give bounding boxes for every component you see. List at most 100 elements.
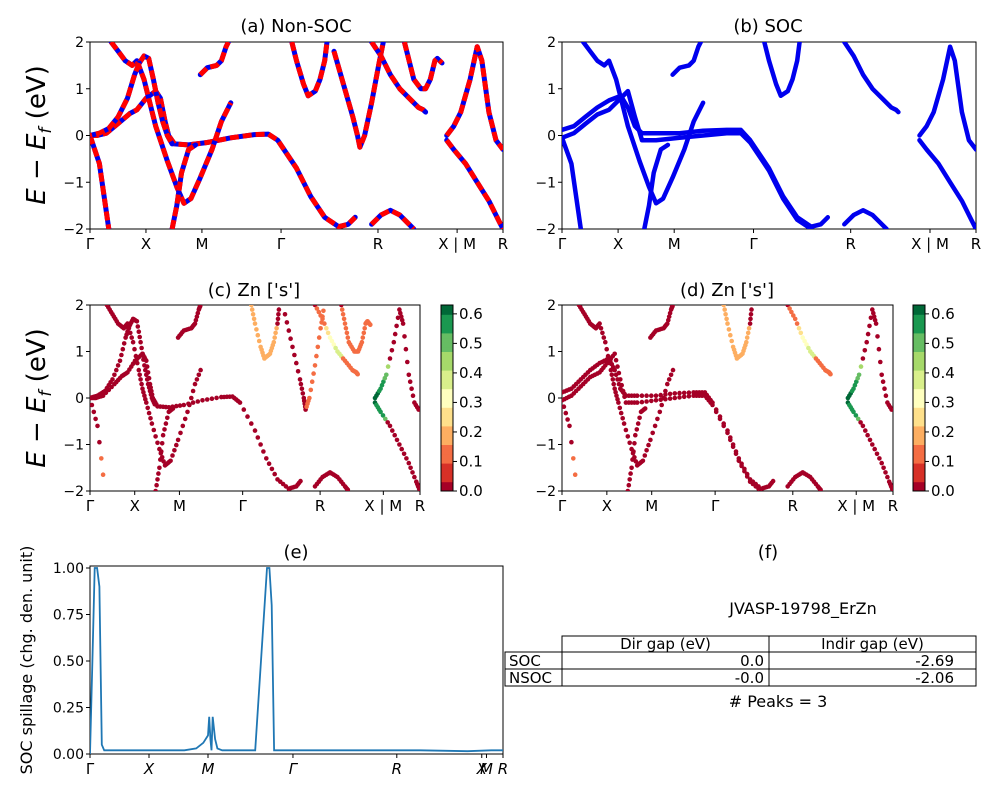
colorbar-d-step [913,453,925,459]
dot-d-1 [612,351,617,357]
dot-d-10 [863,428,868,433]
dot-d-7 [787,306,792,311]
dot-d-1 [619,382,624,388]
dot-d-9 [862,348,868,353]
dot-c-6 [154,482,159,488]
colorbar-c-step [441,463,453,469]
colorbar-d-step [913,439,925,445]
colorbar-d-step [913,481,925,487]
table-cell-dir: 0.0 [740,652,764,670]
dot-c-9 [327,335,333,340]
dot-d-5 [642,406,648,411]
dot-d-3 [663,388,668,394]
dot-c-8 [292,352,297,358]
band-a-12-nonsoc-line [444,44,503,152]
dot-c-4 [120,346,126,352]
dot-c-12 [406,372,412,378]
dot-c-2 [145,405,150,411]
dot-c-2 [190,388,196,394]
dot-c-0 [174,403,179,409]
axes-e-xtick-label: X [476,760,488,778]
axes-b-xtick-label: R [971,235,981,253]
gap-table: Dir gap (eV) Indir gap (eV) SOC 0.0 -2.69 NSO… [504,635,977,687]
dot-c-11 [342,321,348,326]
dot-d-9 [872,317,878,323]
colorbar-d-tick-label: 0.0 [931,482,955,500]
colorbar-c-step [441,411,453,418]
dot-d-7 [791,313,796,318]
dot-c-2 [144,400,149,405]
axes-a-xtick-label: Γ [277,235,286,253]
dot-d-3 [610,377,616,382]
colorbar-c: 0.0 0.1 0.2 0.3 0.4 0.5 0.6 [440,304,483,500]
dot-c-0 [258,442,263,447]
colorbar-d-frame [912,304,926,492]
dot-c-0 [177,403,183,408]
colorbar-c-step [441,458,453,464]
dot-c-0 [272,471,278,477]
dot-d-1 [618,377,623,382]
dot-c-13 [380,413,386,418]
peaks-count: # Peaks = 3 [729,692,828,711]
dot-d-3 [652,423,658,429]
dot-c-2 [153,434,158,439]
dot-d-1 [686,394,692,399]
dot-c-0 [204,397,210,402]
dot-c-5 [192,321,198,326]
dot-d-0 [667,391,673,397]
dot-c-8 [297,377,303,382]
colorbar-d-step [913,458,925,464]
dot-d-3 [659,402,664,408]
axes-d-ytick-label: 0 [547,391,556,407]
table-header-dir: Dir gap (eV) [620,635,711,653]
dot-d-3 [620,416,625,421]
dot-c-13 [394,437,400,443]
dot-c-8 [298,381,304,387]
colorbar-c-step [441,351,453,357]
dot-d-2 [572,472,578,478]
axes-a-ytick-label: 2 [75,35,84,51]
dot-c-12 [407,379,413,385]
colorbar-c-step [441,305,453,311]
dot-c-3 [143,367,148,373]
colorbar-c-step [441,486,453,492]
dot-d-3 [603,339,608,345]
dot-c-7 [276,312,281,317]
dot-c-11 [340,312,346,317]
dot-c-10 [345,487,351,491]
dot-d-10 [877,456,882,461]
axes-b-xtick-label: Γ [749,235,758,253]
colorbar-c-step [441,370,453,376]
dot-c-2 [146,410,152,416]
dot-c-12 [402,334,407,339]
dot-d-9 [851,386,856,392]
dot-c-5 [195,310,201,316]
axes-c-xtick-label: M [173,497,186,515]
dot-d-1 [736,458,742,464]
dot-c-2 [187,402,192,408]
dot-c-3 [137,334,142,340]
dot-c-0 [255,435,261,440]
band-a-11-soc-line [401,42,445,92]
dot-c-12 [379,382,385,388]
dot-c-2 [175,437,181,443]
dot-d-1 [744,474,750,479]
dot-c-9 [329,338,335,344]
band-a-11-nonsoc-line [401,42,444,92]
colorbar-d-step [913,444,925,450]
axes-a-xtick-label: M [195,235,208,253]
colorbar-c-step [441,384,453,390]
colorbar-d-step [913,388,925,394]
dot-d-7 [802,338,807,344]
band-a-3-nonsoc-line [137,53,175,146]
dot-c-12 [378,386,383,392]
dot-c-7 [271,339,277,345]
axes-a-xtick-label: X [141,235,151,253]
colorbar-d-step [913,449,925,455]
dot-c-2 [192,381,198,387]
dot-c-13 [412,474,417,480]
dot-d-7 [792,316,798,322]
dot-c-2 [138,377,143,382]
colorbar-c-step [441,421,453,427]
